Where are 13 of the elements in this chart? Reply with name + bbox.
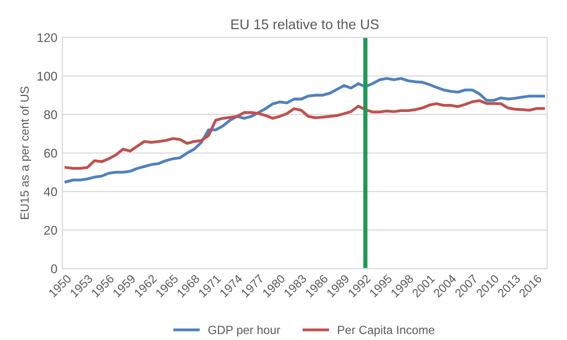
y-tick-label: 80 bbox=[44, 110, 58, 120]
line-series bbox=[64, 99, 545, 170]
y-tick-label: 0 bbox=[51, 264, 58, 274]
chart-title: EU 15 relative to the US bbox=[231, 19, 379, 30]
legend-label: Per Capita Income bbox=[338, 325, 434, 336]
y-tick-label: 120 bbox=[38, 33, 58, 42]
line-series bbox=[64, 77, 545, 184]
y-axis-title: EU15 as a per cent of US bbox=[20, 86, 32, 219]
legend-label: GDP per hour bbox=[208, 325, 280, 336]
y-tick-label: 20 bbox=[44, 226, 58, 235]
y-tick-label: 60 bbox=[44, 148, 58, 158]
y-tick-label: 100 bbox=[38, 72, 58, 81]
y-tick-label: 40 bbox=[44, 187, 58, 196]
